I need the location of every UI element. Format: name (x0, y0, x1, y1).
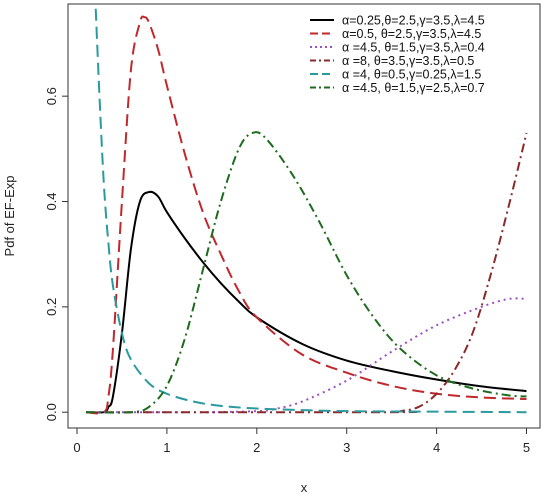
series-line-2 (85, 15, 527, 415)
series-line-5 (94, 4, 527, 414)
x-tick-label: 4 (433, 440, 440, 455)
x-tick-label: 0 (73, 440, 80, 455)
x-tick-label: 1 (163, 440, 170, 455)
series-line-4 (85, 132, 528, 414)
plot-frame (67, 3, 541, 429)
y-tick-label: 0.2 (44, 298, 59, 316)
legend-label-1: α=0.25,θ=2.5,γ=3.5,λ=4.5 (342, 14, 485, 28)
series-line-3 (85, 297, 527, 414)
x-tick-label: 2 (253, 440, 260, 455)
x-tick-label: 3 (343, 440, 350, 455)
y-tick-label: 0.4 (44, 192, 59, 210)
y-axis-title: Pdf of EF-Exp (2, 176, 17, 257)
legend-label-5: α =4, θ=0.5,γ=0.25,λ=1.5 (342, 68, 481, 82)
series-layer (85, 4, 528, 415)
legend-label-6: α =4.5, θ=1.5,γ=2.5,λ=0.7 (342, 81, 485, 95)
axes: 0 1 2 3 4 5 0.0 0.2 0.4 0.6 x Pdf of EF-Exp (2, 3, 541, 495)
y-tick-label: 0.0 (44, 403, 59, 421)
legend-label-4: α =8, θ=3.5,γ=3.5,λ=0.5 (342, 54, 474, 68)
legend-label-2: α=0.5, θ=2.5,γ=3.5,λ=4.5 (342, 27, 481, 41)
y-tick-label: 0.6 (44, 87, 59, 105)
series-line-6 (85, 131, 527, 414)
x-tick-label: 5 (523, 440, 530, 455)
legend-label-3: α =4.5, θ=1.5,γ=3.5,λ=0.4 (342, 41, 485, 55)
legend: α=0.25,θ=2.5,γ=3.5,λ=4.5α=0.5, θ=2.5,γ=3… (310, 14, 485, 95)
series-line-1 (85, 190, 527, 414)
x-axis-title: x (301, 480, 308, 495)
